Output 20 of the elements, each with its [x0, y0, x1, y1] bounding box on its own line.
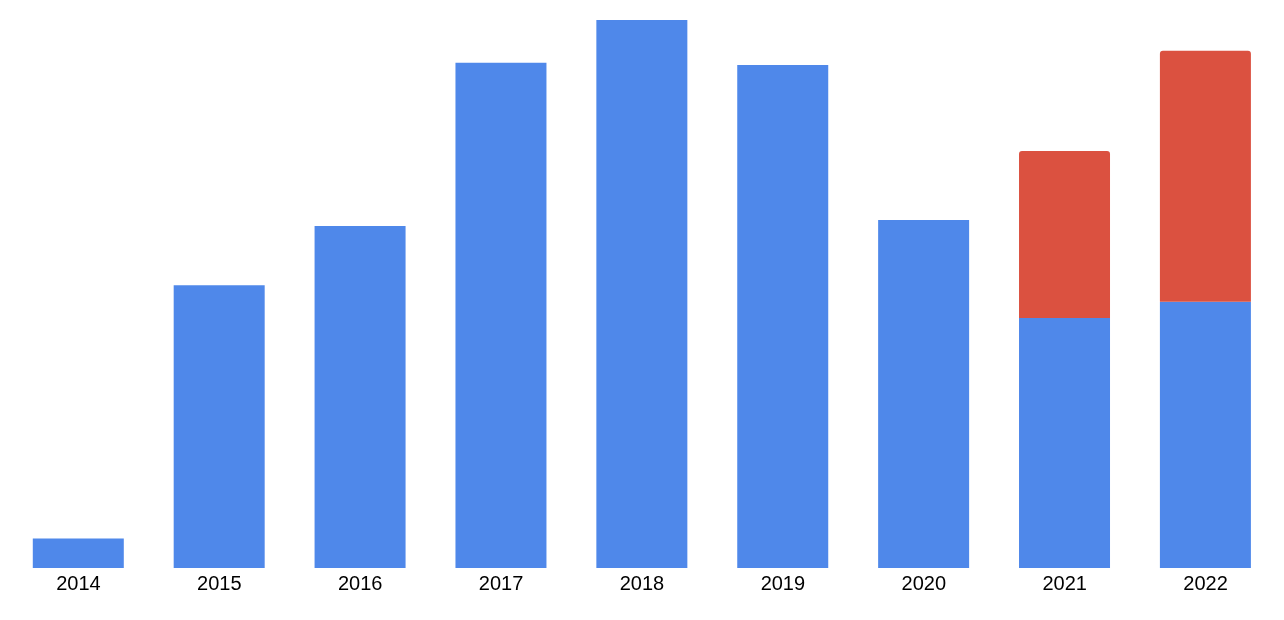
- x-tick-label: 2021: [1042, 572, 1087, 595]
- bar: [455, 62, 547, 568]
- bar: [1159, 301, 1251, 568]
- x-tick-label: 2017: [478, 572, 524, 595]
- bar: [1019, 318, 1111, 568]
- bar: [314, 226, 406, 568]
- bar: [32, 538, 124, 568]
- x-tick-label: 2015: [197, 572, 242, 595]
- bar: [596, 20, 688, 568]
- x-tick-label: 2016: [337, 572, 383, 595]
- bar: [173, 285, 265, 568]
- x-tick-label: 2019: [760, 572, 806, 595]
- bar: [878, 220, 970, 568]
- bar: [1159, 50, 1251, 302]
- x-tick-label: 2018: [619, 572, 665, 595]
- x-tick-label: 2014: [56, 572, 101, 595]
- x-tick-label: 2020: [901, 572, 947, 595]
- bar: [1019, 150, 1111, 319]
- x-tick-label: 2022: [1183, 572, 1228, 595]
- bar: [737, 64, 829, 568]
